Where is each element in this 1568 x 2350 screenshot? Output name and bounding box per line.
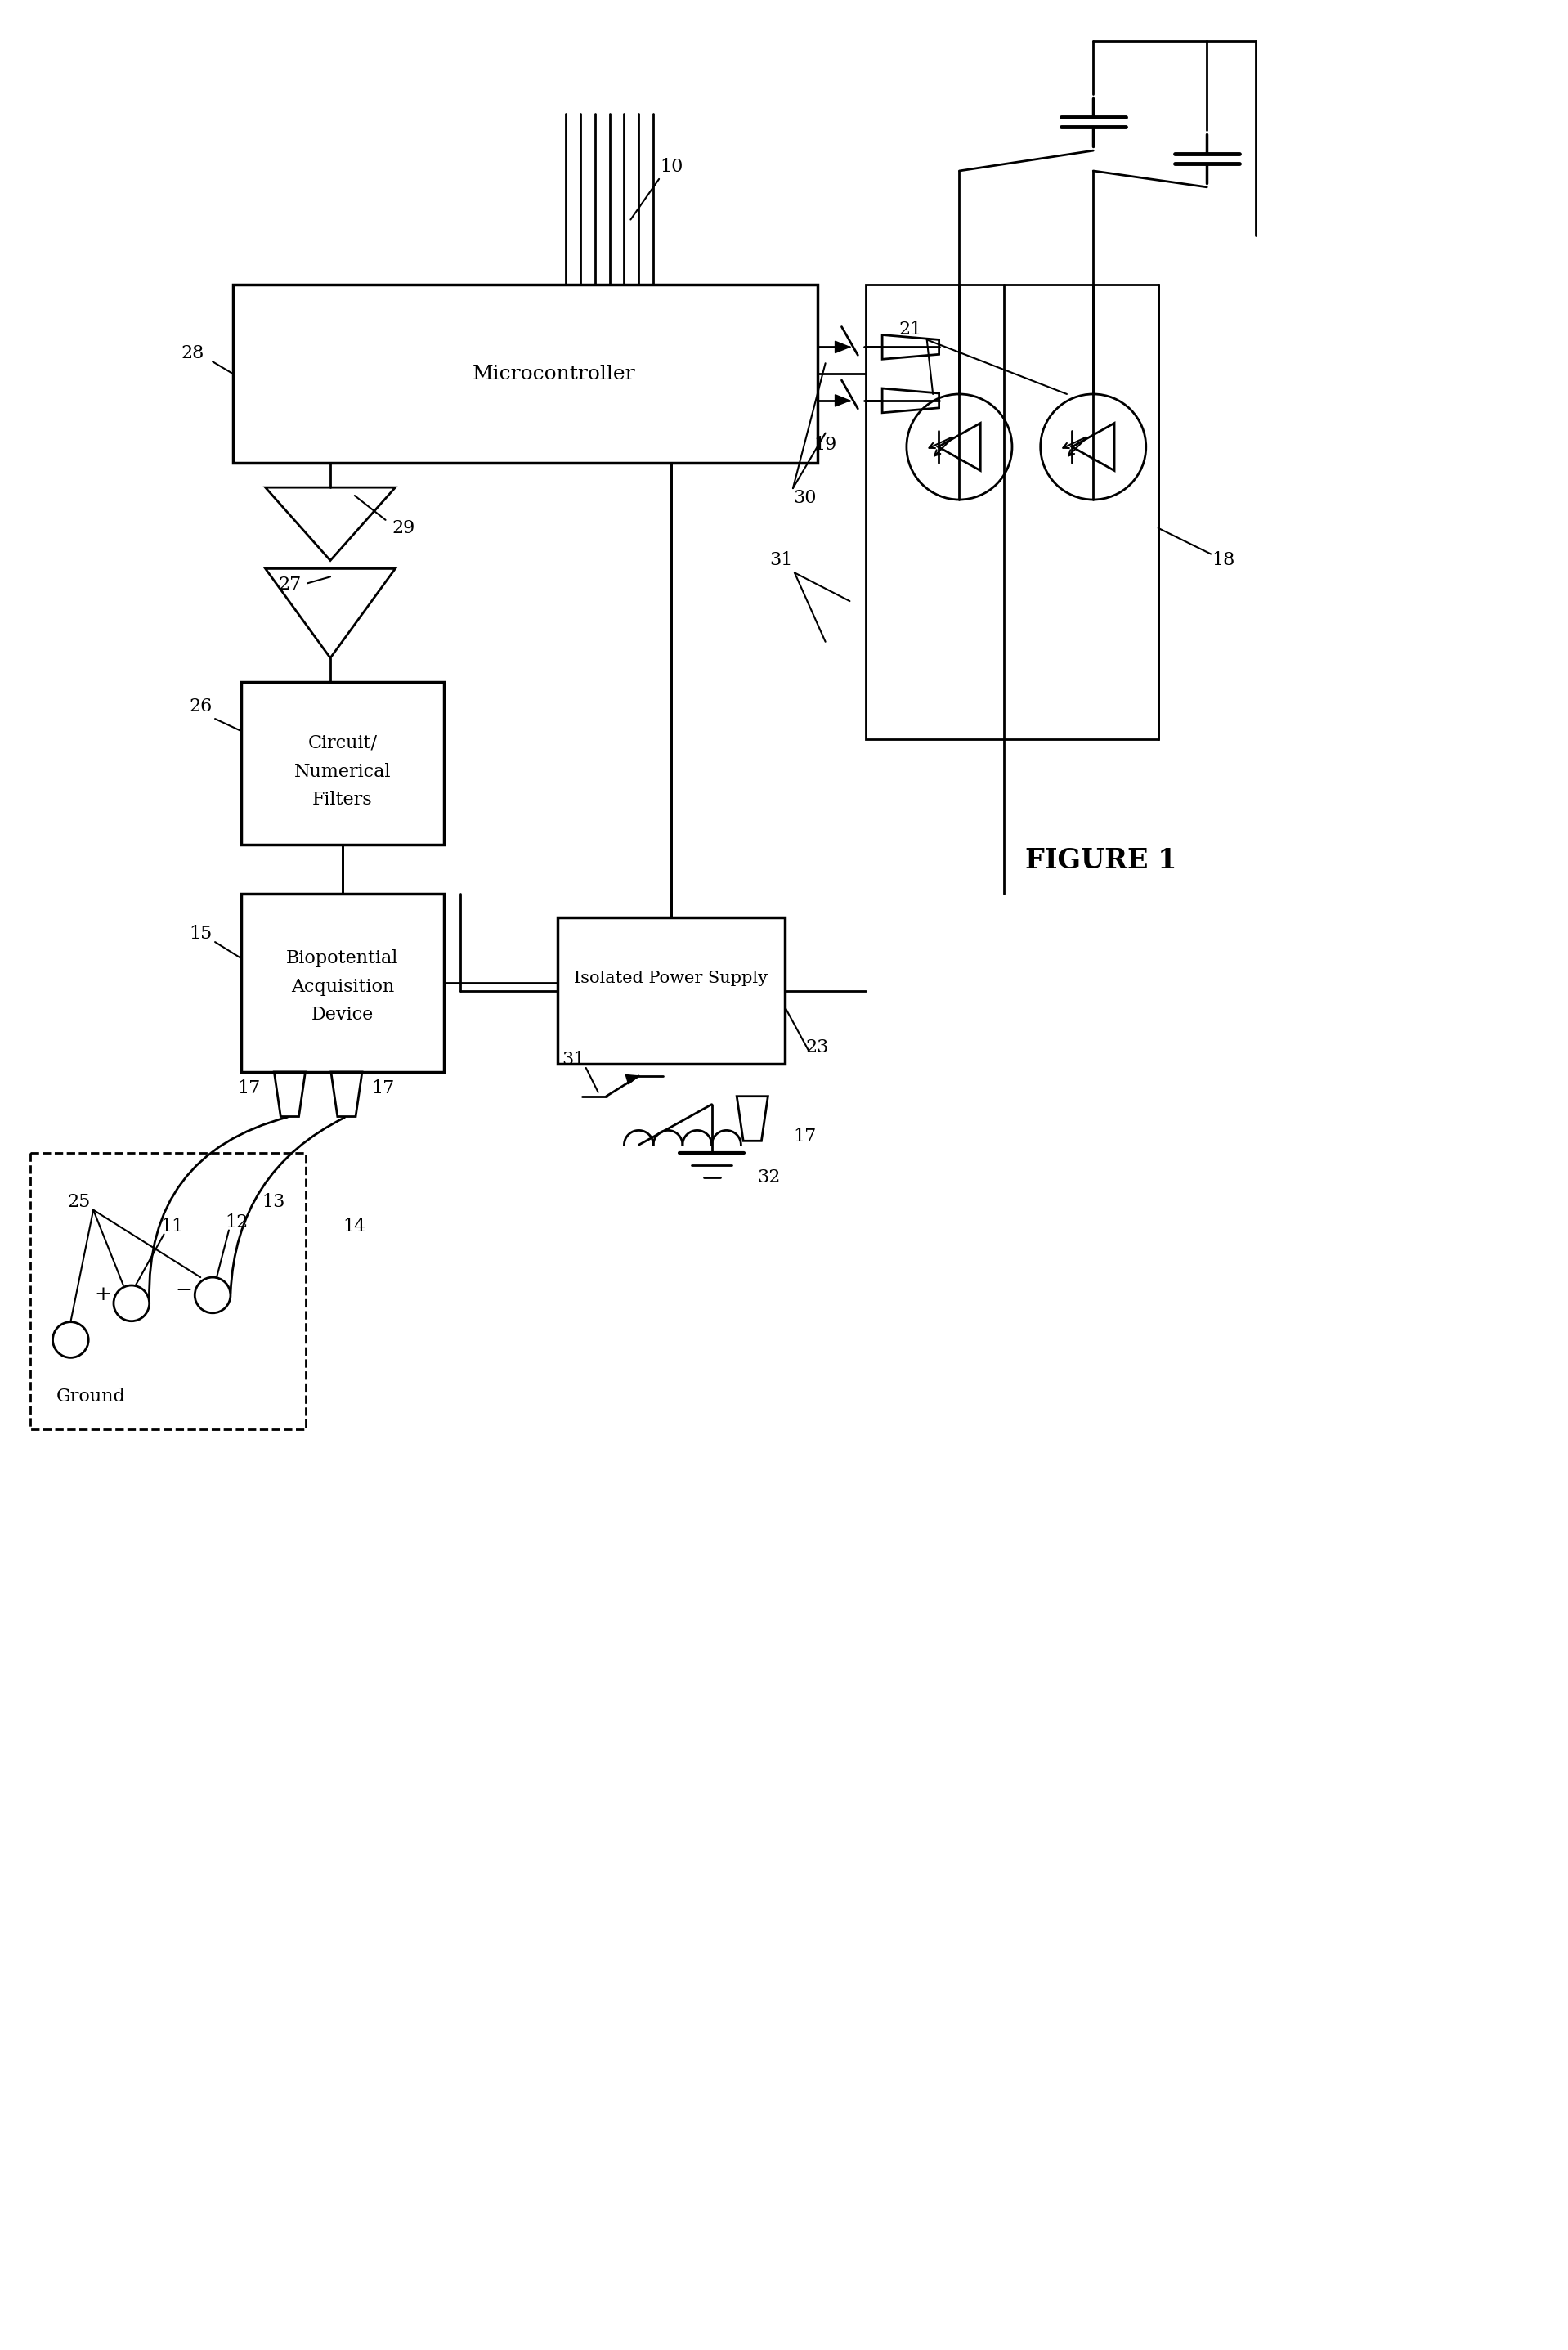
Bar <box>558 917 786 1065</box>
Text: +: + <box>94 1285 111 1304</box>
Text: −: − <box>176 1281 193 1300</box>
Bar <box>241 893 444 1072</box>
Text: 19: 19 <box>814 435 837 454</box>
Text: 25: 25 <box>67 1194 91 1210</box>
Text: 27: 27 <box>278 576 301 595</box>
Text: 15: 15 <box>188 926 212 942</box>
Text: 28: 28 <box>180 345 204 362</box>
Polygon shape <box>836 341 850 352</box>
Text: 17: 17 <box>238 1079 260 1097</box>
Text: FIGURE 1: FIGURE 1 <box>1025 848 1178 874</box>
Text: 26: 26 <box>188 698 212 717</box>
Text: 17: 17 <box>372 1079 395 1097</box>
Text: Microcontroller: Microcontroller <box>472 364 637 383</box>
Text: 13: 13 <box>262 1194 285 1210</box>
Bar <box>30 1154 306 1429</box>
Text: Filters: Filters <box>312 792 373 808</box>
Text: 10: 10 <box>660 157 682 176</box>
Text: Numerical: Numerical <box>295 761 390 780</box>
Text: Isolated Power Supply: Isolated Power Supply <box>574 971 768 987</box>
Bar <box>241 682 444 844</box>
Text: 11: 11 <box>160 1217 183 1236</box>
Text: 29: 29 <box>392 519 416 538</box>
Text: Device: Device <box>312 1006 373 1025</box>
Text: 17: 17 <box>793 1128 817 1147</box>
Text: 18: 18 <box>1212 552 1234 569</box>
Text: Biopotential: Biopotential <box>287 949 398 968</box>
Text: 21: 21 <box>898 320 922 338</box>
Text: 31: 31 <box>563 1050 585 1069</box>
Bar <box>234 284 817 463</box>
Bar <box>866 284 1159 740</box>
Text: 23: 23 <box>806 1039 829 1058</box>
Text: 12: 12 <box>226 1213 249 1231</box>
Polygon shape <box>836 395 850 407</box>
Text: Ground: Ground <box>56 1386 125 1405</box>
Text: 32: 32 <box>757 1168 781 1187</box>
Text: 31: 31 <box>770 552 792 569</box>
Text: 30: 30 <box>793 489 817 508</box>
Text: Acquisition: Acquisition <box>292 978 394 996</box>
Polygon shape <box>626 1074 638 1083</box>
Text: Circuit/: Circuit/ <box>307 733 378 752</box>
Text: 14: 14 <box>343 1217 367 1236</box>
